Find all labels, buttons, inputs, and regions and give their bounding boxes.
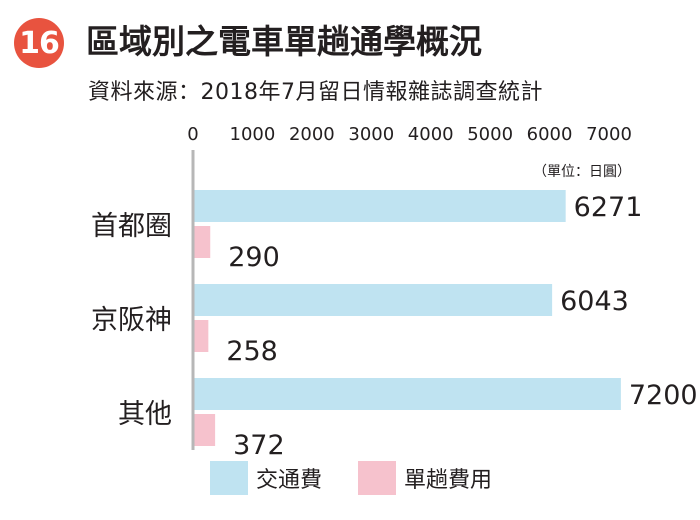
data-label: 6271 [574, 192, 643, 223]
x-tick-label: 5000 [467, 124, 513, 145]
legend-item-series-2: 單趟費用 [358, 458, 492, 498]
legend-swatch-series-2 [358, 461, 396, 495]
x-tick-label: 1000 [230, 124, 276, 145]
x-tick-label: 0 [187, 124, 198, 145]
category-label: 其他 [118, 399, 172, 430]
unit-note: （單位：日圓） [533, 164, 631, 180]
data-source-subtitle: 資料來源：2018年7月留日情報雜誌調查統計 [88, 80, 543, 105]
x-tick-label: 3000 [348, 124, 394, 145]
data-label: 258 [226, 336, 278, 367]
bar-2 [193, 226, 211, 258]
x-tick-label: 4000 [408, 124, 454, 145]
data-label: 6043 [560, 286, 629, 317]
bar-2 [193, 320, 209, 352]
category-label: 首都圈 [91, 211, 172, 242]
data-label: 7200 [629, 380, 698, 411]
bar-1 [193, 190, 566, 222]
legend-item-series-1: 交通費 [210, 458, 322, 498]
legend-label-series-2: 單趟費用 [404, 468, 493, 493]
data-label: 372 [233, 430, 285, 461]
legend-swatch-series-1 [210, 461, 248, 495]
legend-label-series-1: 交通費 [256, 468, 323, 493]
data-label: 290 [228, 242, 280, 273]
page-title: 區域別之電車單趟通學概況 [86, 22, 482, 61]
x-tick-label: 6000 [527, 124, 573, 145]
bar-1 [193, 378, 621, 410]
category-label: 京阪神 [91, 305, 172, 336]
chart-number-badge: 16 [14, 18, 64, 68]
x-tick-label: 7000 [586, 124, 632, 145]
bar-1 [193, 284, 553, 316]
x-tick-label: 2000 [289, 124, 335, 145]
bar-2 [193, 414, 216, 446]
